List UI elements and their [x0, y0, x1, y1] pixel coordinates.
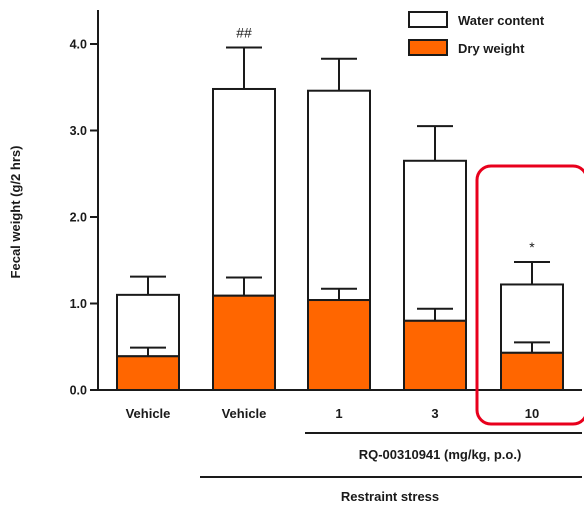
- y-tick-layer: 0.0 1.0 2.0 3.0 4.0: [70, 38, 98, 398]
- y-tick-label: 0.0: [70, 384, 87, 398]
- legend-swatch: [408, 11, 448, 28]
- water-content-bar: [307, 89, 371, 302]
- x-category-label: 10: [525, 406, 539, 421]
- highlight-box: [475, 164, 584, 426]
- bar-layer: [116, 46, 564, 392]
- group-label: Restraint stress: [341, 489, 439, 504]
- x-category-label: Vehicle: [222, 406, 267, 421]
- dry-weight-bar: [500, 351, 564, 391]
- water-content-bar: [403, 159, 467, 322]
- y-axis-title: Fecal weight (g/2 hrs): [8, 146, 23, 279]
- axis-layer: Fecal weight (g/2 hrs): [8, 10, 582, 391]
- dry-weight-bar: [212, 294, 276, 391]
- x-category-label: 1: [335, 406, 342, 421]
- dry-weight-bar: [116, 355, 180, 392]
- group-label: RQ-00310941 (mg/kg, p.o.): [359, 447, 522, 462]
- dry-weight-bar: [403, 319, 467, 391]
- dry-weight-bar: [307, 299, 371, 392]
- x-category-label: 3: [431, 406, 438, 421]
- significance-marker: ##: [236, 24, 252, 40]
- legend-label: Water content: [458, 13, 545, 28]
- label-layer: ## * Vehicle Vehicle 1 3 10 RQ-00310941 (mg/kg,…: [126, 24, 584, 504]
- y-tick-label: 1.0: [70, 297, 87, 311]
- legend: Water content Dry weight: [408, 11, 545, 56]
- y-tick-label: 3.0: [70, 124, 87, 138]
- y-tick-label: 4.0: [70, 38, 87, 52]
- legend-swatch: [408, 39, 448, 56]
- legend-label: Dry weight: [458, 41, 525, 56]
- x-category-label: Vehicle: [126, 406, 171, 421]
- water-content-bar: [212, 87, 276, 297]
- y-tick-label: 2.0: [70, 211, 87, 225]
- water-content-bar: [116, 293, 180, 358]
- significance-marker: *: [529, 239, 535, 255]
